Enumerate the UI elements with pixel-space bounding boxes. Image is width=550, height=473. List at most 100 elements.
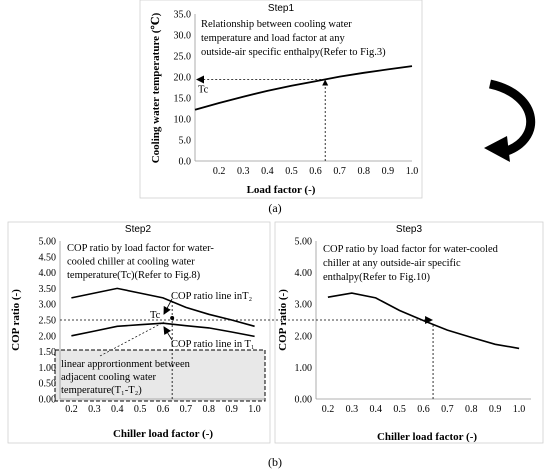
x-tick-label: 0.7	[441, 404, 454, 415]
x-tick-label: 0.4	[111, 404, 124, 415]
step2-box-leader	[99, 321, 165, 357]
flow-arrow-icon	[488, 79, 536, 157]
caption-b: (b)	[268, 455, 282, 469]
step2-frame	[7, 221, 271, 444]
step2-t1-pointer	[163, 326, 173, 341]
x-tick-label: 0.6	[417, 404, 430, 415]
x-tick-label: 0.9	[225, 404, 238, 415]
y-tick-label: 2.00	[295, 331, 313, 342]
x-tick-label: 0.9	[489, 404, 502, 415]
step2-box-text: linear apprortionment between adjacent co…	[61, 359, 191, 396]
note-line: cooled chiller at cooling water	[67, 257, 195, 268]
step1-panel: Step1 0.0 5.0 10.0 15.0 20.0 25.0 30.0 35.0 0.2…	[139, 0, 423, 199]
y-tick-label: 0.0	[179, 157, 192, 168]
step2-t2-pointer	[163, 298, 173, 315]
x-tick-label: 0.2	[322, 404, 335, 415]
x-tick-label: 0.5	[393, 404, 406, 415]
y-tick-label: 3.50	[39, 284, 57, 295]
step2-panel: Step2 0.00 0.50 1.00 1.50 2.00 2.50 3.00 3.50 4.…	[7, 221, 271, 444]
y-tick-label: 4.50	[39, 252, 57, 263]
y-tick-label: 35.0	[174, 10, 192, 21]
step1-y-tick-labels: 0.0 5.0 10.0 15.0 20.0 25.0 30.0 35.0	[174, 10, 192, 168]
step1-x-tick-labels: 0.2 0.3 0.4 0.5 0.6 0.7 0.8 0.9 1.0	[213, 166, 418, 177]
y-tick-label: 1.00	[39, 363, 57, 374]
x-tick-label: 0.5	[134, 404, 147, 415]
x-tick-label: 0.4	[261, 166, 274, 177]
note-line: temperature(T₁-T₂)	[61, 385, 142, 396]
step3-title: Step3	[396, 224, 423, 235]
step2-x-tick-labels: 0.2 0.3 0.4 0.5 0.6 0.7 0.8 0.9 1.0	[65, 404, 261, 415]
y-tick-label: 15.0	[174, 94, 192, 105]
step1-tc-label: Tc	[198, 85, 209, 96]
step1-marker-arrowhead	[322, 79, 329, 86]
y-tick-label: 5.00	[295, 237, 313, 248]
step2-interpolated-point	[170, 316, 175, 320]
step2-title: Step2	[125, 224, 152, 235]
y-tick-label: 20.0	[174, 73, 192, 84]
y-tick-label: 0.50	[39, 379, 57, 390]
step3-y-label: COP ratio (-)	[277, 289, 289, 351]
step2-y-tick-labels: 0.00 0.50 1.00 1.50 2.00 2.50 3.00 3.50 4.00 4.50…	[39, 237, 57, 406]
note-line: COP ratio by load factor for water-	[67, 243, 214, 254]
x-tick-label: 0.5	[285, 166, 298, 177]
y-tick-label: 1.00	[295, 363, 313, 374]
y-tick-label: 4.00	[295, 268, 313, 279]
step3-y-tick-labels: 0.00 1.00 2.00 3.00 4.00 5.00	[295, 237, 313, 406]
step3-panel: Step3 0.00 1.00 2.00 3.00 4.00 5.00 0.2 0.3 0.4…	[274, 221, 544, 444]
step2-note: COP ratio by load factor for water-coole…	[67, 243, 214, 281]
y-tick-label: 1.50	[39, 347, 57, 358]
flow-arrow-head-icon	[484, 136, 510, 162]
y-tick-label: 0.00	[39, 395, 57, 406]
note-line: adjacent cooling water	[61, 372, 157, 383]
x-tick-label: 1.0	[406, 166, 419, 177]
step1-y-label: Cooling water temperature (℃)	[150, 12, 162, 163]
step1-frame	[139, 0, 423, 199]
x-tick-label: 0.6	[309, 166, 322, 177]
y-tick-label: 2.50	[39, 316, 57, 327]
step2-y-label: COP ratio (-)	[10, 289, 22, 351]
step3-x-label: Chiller load factor (-)	[377, 431, 477, 443]
step1-title: Step1	[268, 3, 295, 14]
step2-x-label: Chiller load factor (-)	[113, 428, 213, 440]
caption-a: (a)	[268, 201, 281, 215]
note-line: outside-air specific enthalpy(Refer to F…	[201, 47, 386, 58]
x-tick-label: 1.0	[248, 404, 261, 415]
x-tick-label: 0.3	[346, 404, 359, 415]
step2-series-t2-line	[71, 287, 255, 328]
y-tick-label: 3.00	[39, 300, 57, 311]
step2-series-t1-line	[71, 322, 255, 338]
y-tick-label: 5.0	[179, 136, 192, 147]
step2-label-t2: COP ratio line inT₂	[171, 291, 252, 302]
x-tick-label: 0.3	[237, 166, 250, 177]
x-tick-label: 0.4	[369, 404, 382, 415]
y-tick-label: 2.00	[39, 331, 57, 342]
x-tick-label: 0.7	[333, 166, 346, 177]
y-tick-label: 0.00	[295, 395, 313, 406]
step1-x-label: Load factor (-)	[247, 184, 316, 196]
x-tick-label: 0.8	[203, 404, 216, 415]
y-tick-label: 25.0	[174, 52, 192, 63]
y-tick-label: 4.00	[39, 268, 57, 279]
x-tick-label: 0.6	[157, 404, 170, 415]
x-tick-label: 0.8	[465, 404, 478, 415]
note-line: Relationship between cooling water	[201, 19, 352, 30]
note-line: temperature and load factor at any	[201, 33, 345, 44]
step3-series-line	[327, 292, 520, 350]
x-tick-label: 0.9	[382, 166, 395, 177]
step3-x-tick-labels: 0.2 0.3 0.4 0.5 0.6 0.7 0.8 0.9 1.0	[322, 404, 526, 415]
x-tick-label: 0.3	[88, 404, 101, 415]
x-tick-label: 0.8	[358, 166, 371, 177]
step3-note: COP ratio by load factor for water-coole…	[323, 244, 499, 283]
x-tick-label: 0.7	[180, 404, 193, 415]
note-line: COP ratio by load factor for water-coole…	[323, 244, 499, 255]
y-tick-label: 30.0	[174, 31, 192, 42]
x-tick-label: 1.0	[513, 404, 526, 415]
note-line: temperature(Tc)(Refer to Fig.8)	[67, 270, 201, 281]
step2-tc-label: Tc	[150, 310, 161, 321]
x-tick-label: 0.2	[213, 166, 226, 177]
y-tick-label: 10.0	[174, 115, 192, 126]
step2-label-t1: COP ratio line in T₁	[171, 339, 255, 350]
y-tick-label: 5.00	[39, 237, 57, 248]
note-line: linear apprortionment between	[61, 359, 191, 370]
